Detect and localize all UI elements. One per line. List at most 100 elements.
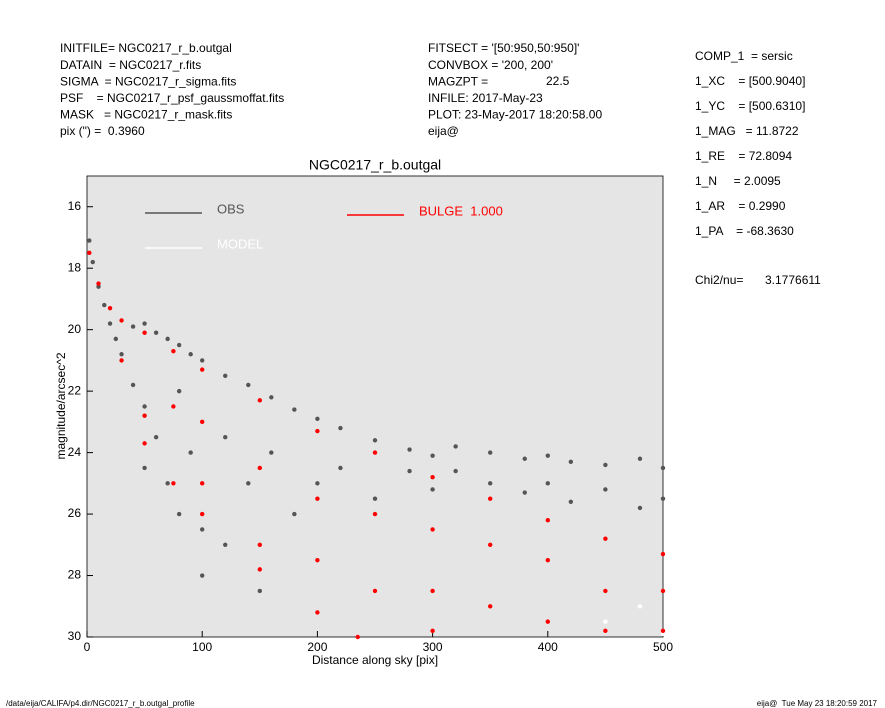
footer-date: eija@ Tue May 23 18:20:59 2017 [757,699,878,708]
point [176,342,182,348]
point [407,468,412,474]
x-tick-label: 200 [307,640,327,654]
point [96,281,101,286]
point [637,456,643,461]
point [430,487,435,492]
point [153,435,159,440]
point [568,459,574,465]
legend-label: MODEL [217,236,263,251]
point [660,496,666,501]
point [223,373,228,378]
point [200,527,205,532]
y-tick-label: 28 [68,568,82,582]
y-tick-label: 20 [68,322,82,336]
point [87,238,92,243]
point [522,490,527,495]
point [545,453,550,458]
point [338,425,343,431]
y-tick-label: 22 [68,383,82,397]
point [545,481,550,486]
point [545,518,550,523]
header-left-line: MASK = NGC0217_r_mask.fits [60,108,232,122]
point [453,444,458,449]
point [637,604,643,609]
header-middle-line: FITSECT = '[50:950,50:950]' [428,41,579,55]
x-tick-label: 500 [653,640,673,654]
point [315,496,320,501]
header-middle-line: eija@ [428,124,459,138]
point [637,505,643,511]
y-tick-label: 26 [68,506,82,520]
point [130,324,136,329]
plot-area [86,175,664,638]
point [430,628,435,634]
chi2-value: 3.1776611 [765,273,821,287]
point [430,527,435,532]
point [246,481,251,486]
header-left-line: SIGMA = NGC0217_r_sigma.fits [60,74,236,88]
point [338,465,343,471]
x-tick-label: 0 [84,640,91,654]
legend-label: BULGE 1.000 [419,203,503,218]
point [107,305,113,311]
chi2-label: Chi2/nu= [695,273,743,287]
point [200,419,205,425]
header-right-line: 1_N = 2.0095 [695,174,781,188]
point [119,358,124,363]
point [660,465,666,471]
y-tick-label: 24 [68,445,82,459]
point [165,481,170,486]
point [568,499,574,504]
header-middle-line: MAGZPT = [428,74,488,88]
point [142,465,147,471]
legend-label: OBS [217,201,245,216]
point [171,404,176,409]
point [257,465,262,471]
point [372,496,378,501]
header-middle-line: PLOT: 23-May-2017 18:20:58.00 [428,108,602,122]
point [488,604,493,609]
header-right-line: 1_PA = -68.3630 [695,224,794,238]
point [545,619,550,624]
point [96,284,101,289]
point [660,628,666,634]
point [372,511,378,517]
point [355,634,360,640]
point [153,330,159,335]
header-right-line: 1_YC = [500.6310] [695,99,805,113]
point [315,428,320,434]
point [315,610,320,615]
point [407,447,412,452]
point [102,302,107,308]
point [223,435,228,440]
header-right-line: 1_XC = [500.9040] [695,74,805,88]
point [257,542,262,547]
point [603,588,608,594]
header-middle-line: CONVBOX = '200, 200' [428,58,553,72]
point [200,367,205,372]
header-right-line: 1_RE = 72.8094 [695,149,792,163]
point [142,330,147,335]
point [372,450,378,455]
point [488,450,493,455]
point [176,511,182,517]
header-middle-line: INFILE: 2017-May-23 [428,91,543,105]
point [292,511,297,517]
point [315,416,320,421]
point [107,321,113,326]
header-right-line: COMP_1 = sersic [695,49,793,63]
footer-path: /data/eija/CALIFA/p4.dir/NGC0217_r_b.out… [6,699,195,708]
y-tick-label: 18 [68,260,82,274]
point [453,468,458,474]
y-tick-label: 30 [68,629,82,643]
point [545,557,550,563]
x-tick-label: 100 [192,640,212,654]
point [603,462,608,468]
point [171,481,176,486]
point [315,481,320,486]
point [315,557,320,563]
point [223,542,228,547]
x-tick-label: 300 [423,640,443,654]
header-left-line: DATAIN = NGC0217_r.fits [60,58,201,72]
point [257,588,262,594]
